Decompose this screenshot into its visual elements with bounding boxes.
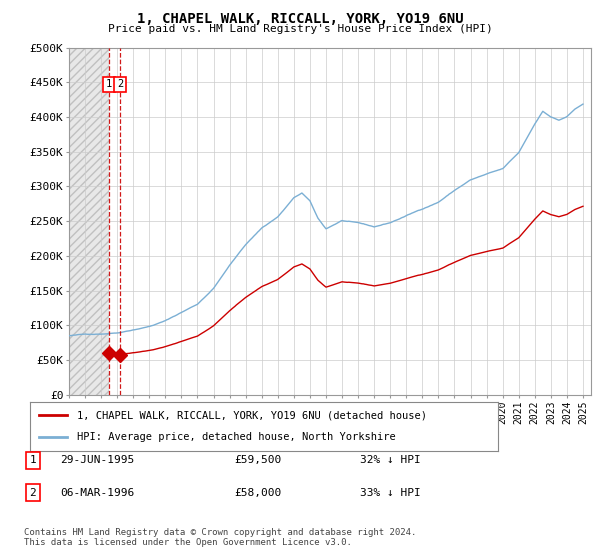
Text: 2: 2: [117, 80, 123, 90]
Text: 33% ↓ HPI: 33% ↓ HPI: [360, 488, 421, 498]
Text: 1: 1: [29, 455, 37, 465]
Text: 2: 2: [29, 488, 37, 498]
Text: £58,000: £58,000: [234, 488, 281, 498]
Text: 1, CHAPEL WALK, RICCALL, YORK, YO19 6NU (detached house): 1, CHAPEL WALK, RICCALL, YORK, YO19 6NU …: [77, 410, 427, 421]
Text: 06-MAR-1996: 06-MAR-1996: [60, 488, 134, 498]
Text: Price paid vs. HM Land Registry's House Price Index (HPI): Price paid vs. HM Land Registry's House …: [107, 24, 493, 34]
Text: 1: 1: [106, 80, 112, 90]
Text: 32% ↓ HPI: 32% ↓ HPI: [360, 455, 421, 465]
Text: Contains HM Land Registry data © Crown copyright and database right 2024.
This d: Contains HM Land Registry data © Crown c…: [24, 528, 416, 547]
Text: 29-JUN-1995: 29-JUN-1995: [60, 455, 134, 465]
Text: £59,500: £59,500: [234, 455, 281, 465]
Text: 1, CHAPEL WALK, RICCALL, YORK, YO19 6NU: 1, CHAPEL WALK, RICCALL, YORK, YO19 6NU: [137, 12, 463, 26]
Text: HPI: Average price, detached house, North Yorkshire: HPI: Average price, detached house, Nort…: [77, 432, 395, 442]
